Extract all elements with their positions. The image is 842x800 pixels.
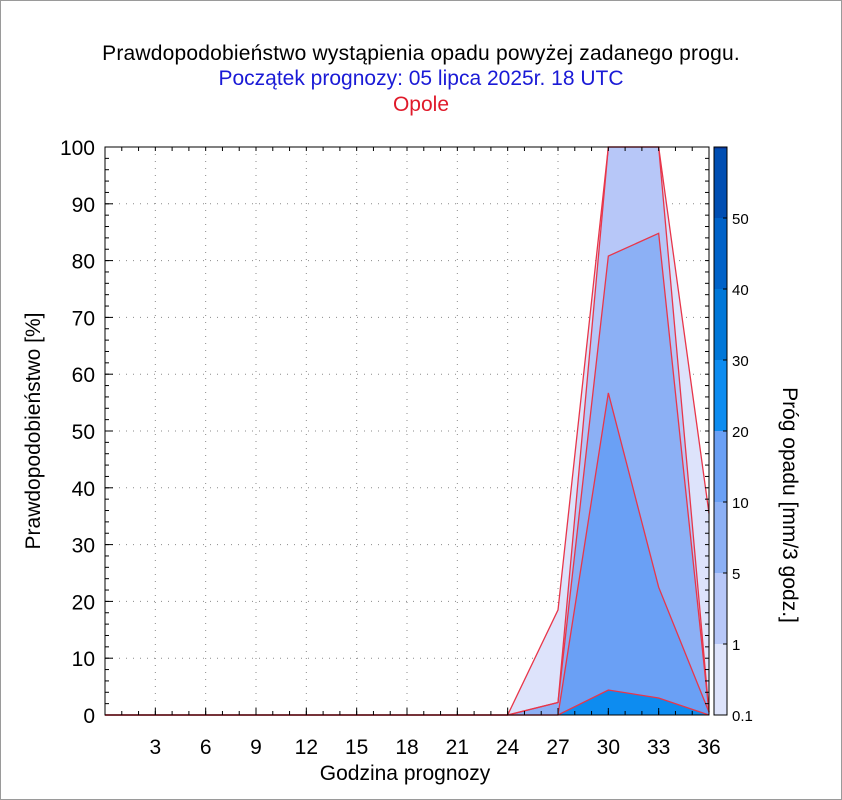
y-tick-label: 0 <box>83 705 95 728</box>
x-tick-label: 3 <box>149 736 161 759</box>
x-axis: 3 6 9 12 15 18 21 24 27 30 33 36 <box>121 147 721 759</box>
x-tick-label: 30 <box>597 736 620 759</box>
colorbar-tick-label: 20 <box>732 424 749 441</box>
x-tick-label: 6 <box>200 736 212 759</box>
colorbar-tick-label: 0.1 <box>732 708 753 725</box>
colorbar-segment-0.1 <box>714 644 727 715</box>
y-tick-label: 90 <box>72 194 95 217</box>
x-axis-label: Godzina prognozy <box>320 762 491 785</box>
colorbar-label: Próg opadu [mm/3 godz.] <box>778 387 801 623</box>
y-tick-label: 70 <box>72 307 95 330</box>
colorbar-tick-label: 5 <box>732 566 740 583</box>
colorbar-segment-20 <box>714 360 727 431</box>
y-tick-label: 100 <box>60 137 95 160</box>
colorbar-segment-30 <box>714 289 727 360</box>
colorbar-segment-10 <box>714 431 727 502</box>
x-tick-label: 9 <box>250 736 262 759</box>
colorbar-tick-label: 40 <box>732 282 749 299</box>
colorbar-segment-top <box>714 147 727 149</box>
chart-location: Opole <box>392 93 450 116</box>
colorbar-segment-40 <box>714 218 727 289</box>
colorbar-tick-label: 10 <box>732 495 749 512</box>
y-tick-label: 50 <box>72 421 95 444</box>
colorbar-segment-1 <box>714 573 727 644</box>
series-area-10 <box>105 392 709 715</box>
y-tick-label: 40 <box>72 478 95 501</box>
x-tick-label: 12 <box>295 736 318 759</box>
colorbar: 0.1 1 5 10 20 30 40 50 <box>713 146 753 725</box>
chart-subtitle: Początek prognozy: 05 lipca 2025r. 18 UT… <box>218 67 624 90</box>
colorbar-segment-50 <box>714 147 727 218</box>
y-tick-label: 20 <box>72 591 95 614</box>
y-tick-label: 30 <box>72 535 95 558</box>
colorbar-tick-label: 50 <box>732 211 749 228</box>
chart-title: Prawdopodobieństwo wystąpienia opadu pow… <box>102 42 740 65</box>
y-tick-label: 80 <box>72 251 95 274</box>
x-tick-label: 21 <box>446 736 469 759</box>
y-tick-label: 60 <box>72 364 95 387</box>
x-tick-label: 27 <box>546 736 569 759</box>
grid <box>105 147 709 715</box>
x-tick-label: 18 <box>395 736 418 759</box>
colorbar-tick-label: 30 <box>732 353 749 370</box>
y-axis-label: Prawdopodobieństwo [%] <box>22 313 45 550</box>
x-tick-label: 15 <box>345 736 368 759</box>
y-tick-label: 10 <box>72 648 95 671</box>
x-tick-label: 33 <box>647 736 670 759</box>
colorbar-segment-5 <box>714 502 727 573</box>
y-axis: 0 10 20 30 40 50 60 70 80 90 100 <box>60 137 709 728</box>
series-area-20 <box>105 690 709 715</box>
colorbar-tick-label: 1 <box>732 637 740 654</box>
x-tick-label: 36 <box>697 736 720 759</box>
x-tick-label: 24 <box>496 736 520 759</box>
